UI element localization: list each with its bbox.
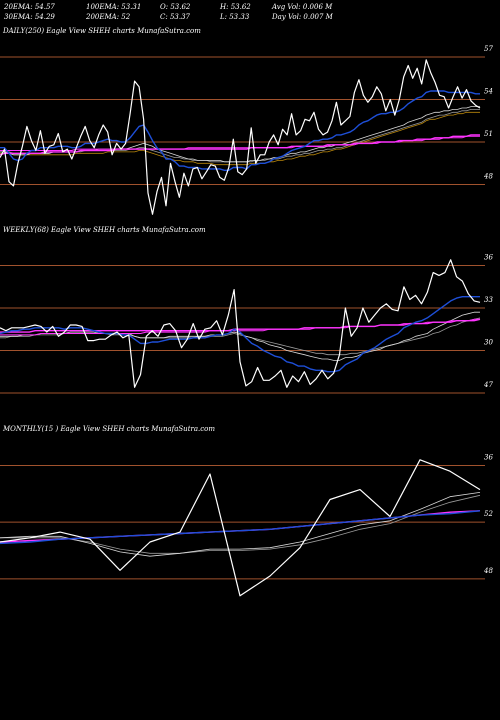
close-stat: C: 53.37 (160, 13, 190, 21)
daily-ema-slow-a-line (0, 134, 480, 156)
monthly-tick-label: 36 (484, 454, 493, 462)
monthly-ema-slow-a-line (0, 510, 481, 543)
weekly-tick-label: 33 (484, 296, 493, 304)
ema200-stat: 200EMA: 52 (86, 13, 131, 21)
daily-ema-mid-b-line (0, 109, 480, 163)
daily-chart: 57 54 51 48 (0, 45, 493, 215)
day-vol-stat: Day Vol: 0.007 M (272, 13, 333, 21)
weekly-ema-slow-a-line (0, 318, 481, 333)
high-stat: H: 53.62 (220, 3, 251, 11)
weekly-panel-title: WEEKLY(68) Eagle View SHEH charts Munafa… (3, 226, 206, 234)
avg-vol-stat: Avg Vol: 0.006 M (272, 3, 333, 11)
daily-price-line (0, 59, 481, 215)
weekly-chart: 36 33 30 47 (0, 254, 493, 394)
monthly-ema-fast-line (0, 510, 481, 545)
monthly-tick-label: 48 (483, 567, 493, 575)
ema100-stat: 100EMA: 53.31 (86, 3, 142, 11)
ema30-stat: 30EMA: 54.29 (4, 13, 55, 21)
weekly-ema-fast-line (0, 296, 480, 373)
weekly-tick-label: 47 (483, 381, 493, 389)
monthly-price-line (0, 459, 481, 597)
monthly-chart: 36 52 48 (0, 454, 493, 597)
daily-tick-label: 57 (484, 45, 493, 53)
daily-ema-mid-c-line (0, 111, 480, 166)
low-stat: L: 53.33 (220, 13, 250, 21)
weekly-tick-label: 30 (484, 339, 493, 347)
daily-panel-title: DAILY(250) Eagle View SHEH charts Munafa… (3, 27, 201, 35)
daily-ema-slow-b-line (0, 135, 480, 151)
daily-ema-fast-line (0, 90, 480, 172)
weekly-ema-mid-a-line (0, 311, 480, 361)
open-stat: O: 53.62 (160, 3, 191, 11)
weekly-price-line (0, 259, 481, 388)
daily-tick-label: 51 (484, 130, 493, 138)
monthly-panel-title: MONTHLY(15 ) Eagle View SHEH charts Muna… (3, 425, 216, 433)
daily-tick-label: 48 (483, 173, 493, 181)
monthly-ema-mid-a-line (0, 492, 481, 557)
weekly-tick-label: 36 (484, 254, 493, 262)
daily-ema-mid-a-line (0, 106, 480, 163)
monthly-tick-label: 52 (484, 510, 493, 518)
monthly-ema-mid-b-line (0, 494, 481, 554)
ema20-stat: 20EMA: 54.57 (4, 3, 55, 11)
daily-tick-label: 54 (484, 88, 493, 96)
